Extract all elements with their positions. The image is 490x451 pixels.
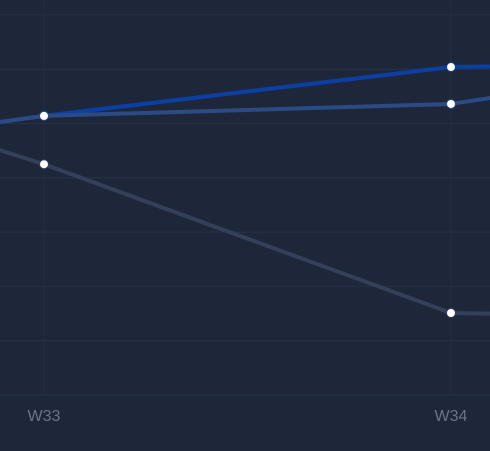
data-point	[446, 62, 456, 73]
series-line	[0, 148, 490, 316]
series-line	[0, 95, 490, 125]
plot	[0, 14, 490, 396]
x-tick-label: W34	[435, 408, 468, 425]
data-point	[39, 159, 49, 170]
data-point	[39, 110, 49, 121]
series-line	[0, 64, 490, 125]
x-tick-label: W33	[28, 408, 61, 425]
data-point	[446, 308, 456, 319]
data-point	[446, 98, 456, 109]
